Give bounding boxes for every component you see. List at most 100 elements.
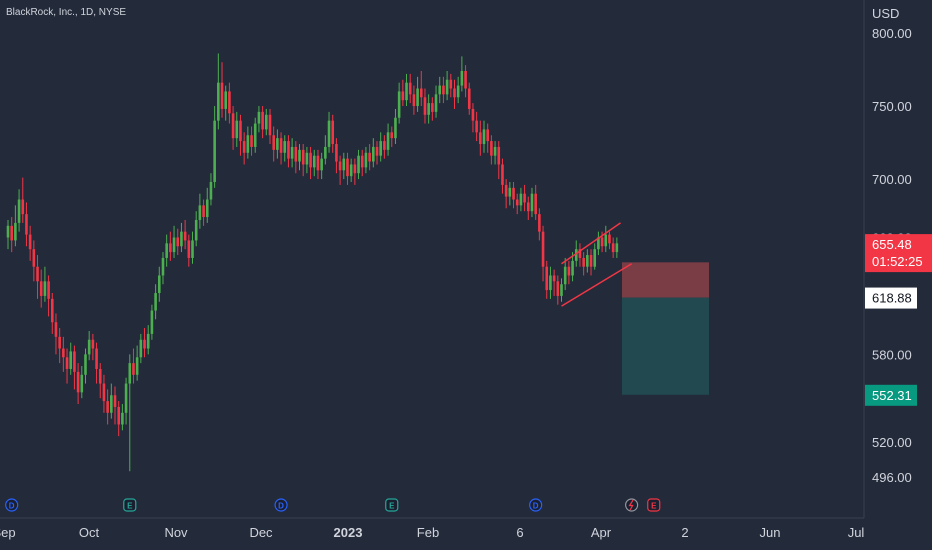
time-tick-label: Nov xyxy=(164,525,188,540)
event-marker-letter: E xyxy=(389,502,395,511)
candle xyxy=(427,94,430,124)
candle-body xyxy=(213,120,216,182)
candle xyxy=(298,144,301,171)
candle-body xyxy=(479,132,482,145)
candle-body xyxy=(589,255,593,267)
candle-body xyxy=(423,97,427,115)
candle xyxy=(438,76,442,104)
candle xyxy=(312,149,316,177)
candle xyxy=(423,88,427,124)
lightning-icon xyxy=(628,499,634,511)
candle xyxy=(47,275,50,317)
candle-body xyxy=(464,70,467,89)
symbol-title: BlackRock, Inc., 1D, NYSE xyxy=(6,7,127,18)
time-tick-label: 2 xyxy=(681,525,688,540)
candle xyxy=(205,187,209,223)
candle-body xyxy=(368,152,371,162)
candle xyxy=(121,404,124,431)
candle xyxy=(419,70,423,107)
candle xyxy=(183,219,187,250)
candle xyxy=(397,82,401,124)
candle xyxy=(512,181,515,209)
candle-body xyxy=(434,94,438,112)
candle-body xyxy=(615,243,619,253)
candle-body xyxy=(375,146,379,156)
candle xyxy=(209,173,213,206)
candle-body xyxy=(471,108,475,121)
candle xyxy=(80,366,84,399)
countdown-label: 01:52:25 xyxy=(872,254,923,269)
candle-body xyxy=(43,281,47,296)
candle-body xyxy=(338,161,342,171)
candle xyxy=(54,313,58,355)
candle xyxy=(91,333,95,361)
candle xyxy=(32,240,36,282)
candle-body xyxy=(349,164,353,177)
candle-body xyxy=(412,94,416,107)
candle-body xyxy=(571,260,574,276)
candle-body xyxy=(91,339,95,349)
candle xyxy=(224,85,228,121)
candle-body xyxy=(261,111,264,130)
candle-body xyxy=(187,240,191,258)
candle xyxy=(530,187,534,218)
candle-body xyxy=(593,249,597,267)
candle xyxy=(98,363,102,399)
candle xyxy=(394,108,397,145)
candle xyxy=(43,266,47,302)
candle xyxy=(604,225,608,253)
candle xyxy=(431,97,434,121)
candle xyxy=(106,389,109,425)
channel-lower-line xyxy=(561,263,632,307)
candle xyxy=(161,252,165,285)
candle xyxy=(191,231,194,264)
candle xyxy=(390,126,394,147)
candle xyxy=(383,135,386,159)
candle xyxy=(552,269,556,296)
candle-body xyxy=(17,199,21,223)
event-marker-letter: E xyxy=(127,502,133,511)
candle xyxy=(567,260,571,285)
candle-body xyxy=(268,114,272,136)
candle xyxy=(25,202,28,247)
candle xyxy=(493,141,497,165)
candle xyxy=(102,374,106,413)
candle xyxy=(611,237,615,258)
candle xyxy=(213,106,216,188)
candle xyxy=(578,243,582,267)
candle xyxy=(154,284,157,320)
candle-body xyxy=(143,339,146,349)
time-tick-label: Jun xyxy=(760,525,781,540)
candle-body xyxy=(408,82,412,95)
candle-body xyxy=(486,129,489,142)
event-marker-letter: D xyxy=(533,502,539,511)
dividend-icon xyxy=(5,498,19,512)
candle xyxy=(327,111,331,153)
candle-body xyxy=(194,219,198,241)
candle xyxy=(187,234,191,267)
candle-body xyxy=(102,383,106,402)
candle-body xyxy=(47,281,50,299)
target-price-tag xyxy=(865,384,917,406)
candle-body xyxy=(405,82,408,101)
candle xyxy=(434,85,438,118)
time-axis[interactable]: Sep Oct Nov Dec 2023 Feb 6 Apr 2 Jun Jul xyxy=(0,525,864,540)
candle-body xyxy=(253,123,257,147)
candle-body xyxy=(298,149,301,162)
candle xyxy=(486,123,489,153)
candle-body xyxy=(364,152,368,168)
candle-body xyxy=(146,333,150,349)
candle xyxy=(290,138,294,168)
candle-body xyxy=(165,243,168,258)
candle xyxy=(515,193,519,215)
time-tick-label: 2023 xyxy=(334,525,363,540)
candle xyxy=(324,135,327,165)
time-tick-label: Sep xyxy=(0,525,16,540)
candle-body xyxy=(28,234,32,250)
earnings-icon xyxy=(123,498,137,512)
candle xyxy=(117,401,120,437)
candle-body xyxy=(106,401,109,413)
